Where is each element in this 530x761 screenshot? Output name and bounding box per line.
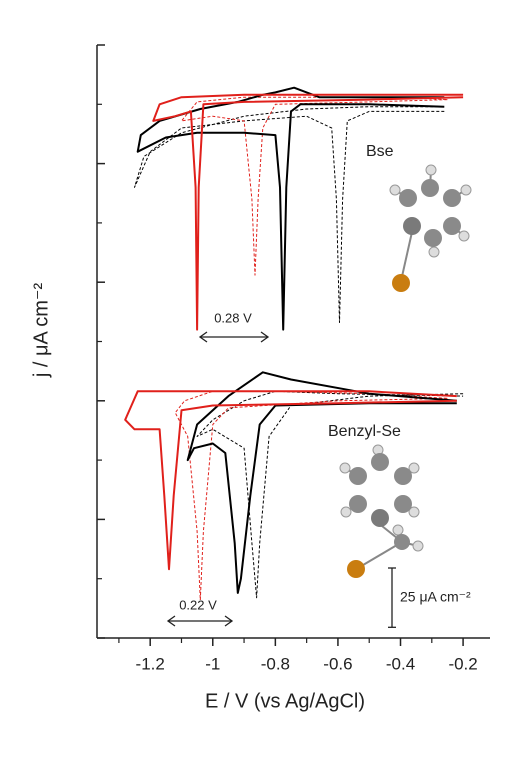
x-axis-label: E / V (vs Ag/AgCl) [205,690,365,712]
annotation: Bse [366,143,394,160]
annotation: Benzyl-Se [328,423,401,440]
y-axis-label: j / μA cm⁻² [30,283,52,379]
scale-bar-label: 25 μA cm⁻² [400,588,471,604]
x-tick-label: -1.2 [136,654,165,673]
annotation: 0.22 V [179,597,217,612]
chart: E / V (vs Ag/AgCl) j / μA cm⁻² Bse Benzy… [0,0,530,761]
annotation: 0.28 V [214,310,252,325]
x-tick-label: -0.8 [261,654,290,673]
background [0,0,530,761]
x-tick-label: -0.2 [448,654,477,673]
x-tick-label: -0.6 [323,654,352,673]
x-tick-label: -1 [205,654,220,673]
x-tick-label: -0.4 [386,654,415,673]
